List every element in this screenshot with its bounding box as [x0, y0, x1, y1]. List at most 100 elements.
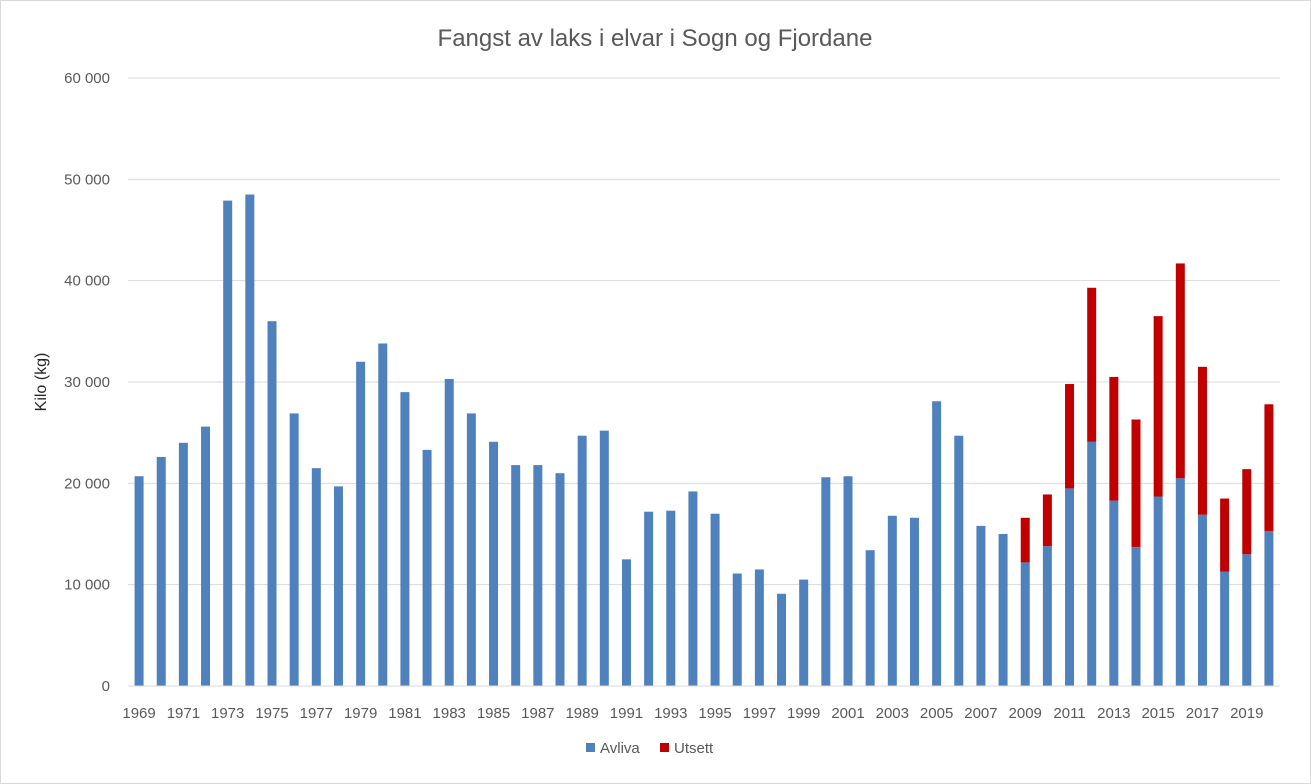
x-tick-label: 1971 — [167, 705, 200, 722]
bar-avliva-2019 — [1242, 554, 1252, 686]
bar-avliva-1970 — [156, 456, 166, 686]
bar-avliva-1975 — [267, 321, 277, 686]
bar-avliva-2013 — [1109, 500, 1119, 686]
x-tick-label: 1985 — [477, 705, 510, 722]
bar-avliva-2010 — [1042, 546, 1052, 686]
bar-avliva-2020 — [1264, 530, 1274, 686]
bar-avliva-2003 — [887, 515, 897, 686]
y-tick-label: 20 000 — [64, 475, 110, 492]
x-tick-label: 2017 — [1186, 705, 1219, 722]
bar-avliva-1985 — [489, 441, 499, 686]
bar-utsett-2013 — [1109, 376, 1119, 501]
y-tick-label: 0 — [102, 678, 110, 695]
bar-avliva-1991 — [621, 559, 631, 686]
bar-utsett-2010 — [1042, 494, 1052, 547]
x-tick-label: 1989 — [565, 705, 598, 722]
bar-utsett-2009 — [1020, 517, 1030, 563]
bar-utsett-2014 — [1131, 419, 1141, 548]
x-tick-label: 2005 — [920, 705, 953, 722]
bar-avliva-1999 — [799, 579, 809, 686]
bar-avliva-1978 — [333, 486, 343, 686]
bar-avliva-1982 — [422, 449, 432, 686]
y-axis-label: Kilo (kg) — [33, 353, 50, 412]
legend-label-utsett: Utsett — [674, 740, 714, 757]
bar-avliva-2011 — [1065, 488, 1075, 686]
x-tick-label: 1973 — [211, 705, 244, 722]
x-tick-label: 1969 — [122, 705, 155, 722]
x-tick-label: 2009 — [1009, 705, 1042, 722]
bar-avliva-2007 — [976, 525, 986, 686]
chart-title: Fangst av laks i elvar i Sogn og Fjordan… — [438, 25, 873, 52]
x-tick-label: 1981 — [388, 705, 421, 722]
x-tick-label: 1977 — [300, 705, 333, 722]
bar-avliva-2015 — [1153, 496, 1163, 686]
bar-avliva-1995 — [710, 513, 720, 686]
y-axis-tick-labels: 0 10 000 20 000 30 000 40 000 50 000 60 000 — [64, 70, 110, 695]
bar-utsett-2016 — [1175, 263, 1185, 479]
bar-avliva-2016 — [1175, 478, 1185, 686]
bar-utsett-2011 — [1065, 384, 1075, 489]
bar-avliva-2017 — [1197, 514, 1207, 686]
bar-avliva-2014 — [1131, 547, 1141, 686]
legend: Avliva Utsett — [586, 740, 714, 757]
bar-avliva-1980 — [378, 343, 388, 686]
bar-utsett-2012 — [1087, 287, 1097, 442]
bar-avliva-1998 — [777, 593, 787, 686]
bar-avliva-2005 — [932, 401, 942, 686]
x-tick-label: 1997 — [743, 705, 776, 722]
x-tick-label: 2015 — [1141, 705, 1174, 722]
bar-avliva-1987 — [533, 465, 543, 686]
x-tick-label: 2011 — [1053, 705, 1085, 722]
legend-swatch-utsett — [660, 743, 669, 752]
bar-avliva-1976 — [289, 413, 299, 686]
x-tick-label: 1979 — [344, 705, 377, 722]
bars — [134, 194, 1274, 687]
bar-avliva-1992 — [644, 511, 654, 686]
bar-avliva-1988 — [555, 473, 565, 686]
gridlines — [128, 77, 1280, 586]
bar-avliva-1983 — [444, 378, 454, 686]
bar-avliva-1989 — [577, 435, 587, 686]
y-tick-label: 30 000 — [64, 374, 110, 391]
bar-avliva-1996 — [732, 573, 742, 686]
x-tick-label: 1991 — [610, 705, 643, 722]
bar-avliva-2009 — [1020, 562, 1030, 686]
bar-avliva-2001 — [843, 476, 853, 686]
bar-avliva-1994 — [688, 491, 698, 686]
bar-avliva-1977 — [311, 468, 321, 686]
bar-avliva-2018 — [1220, 571, 1230, 686]
x-tick-label: 2001 — [831, 705, 864, 722]
bar-utsett-2018 — [1220, 498, 1230, 572]
bar-avliva-1972 — [201, 426, 211, 686]
y-tick-label: 50 000 — [64, 171, 110, 188]
bar-avliva-2006 — [954, 435, 964, 686]
bar-avliva-2004 — [909, 517, 919, 686]
x-tick-label: 1999 — [787, 705, 820, 722]
y-tick-label: 60 000 — [64, 70, 110, 87]
bar-utsett-2019 — [1242, 469, 1252, 555]
bar-avliva-1979 — [356, 361, 366, 686]
x-tick-label: 1975 — [255, 705, 288, 722]
bar-avliva-1974 — [245, 194, 255, 687]
bar-avliva-1997 — [754, 569, 764, 686]
x-tick-label: 1983 — [433, 705, 466, 722]
bar-utsett-2015 — [1153, 316, 1163, 497]
bar-avliva-1993 — [666, 510, 676, 686]
x-tick-label: 1995 — [698, 705, 731, 722]
y-tick-label: 10 000 — [64, 577, 110, 594]
bar-avliva-1984 — [466, 413, 476, 686]
bar-avliva-2008 — [998, 534, 1008, 686]
x-tick-label: 2013 — [1097, 705, 1130, 722]
x-tick-label: 2003 — [876, 705, 909, 722]
bar-avliva-1969 — [134, 476, 144, 686]
x-tick-label: 2007 — [964, 705, 997, 722]
legend-swatch-avliva — [586, 743, 595, 752]
x-tick-label: 2019 — [1230, 705, 1263, 722]
y-tick-label: 40 000 — [64, 273, 110, 290]
bar-avliva-1981 — [400, 392, 410, 686]
x-tick-label: 1987 — [521, 705, 554, 722]
bar-avliva-2012 — [1087, 441, 1097, 686]
legend-label-avliva: Avliva — [600, 740, 640, 757]
bar-utsett-2020 — [1264, 404, 1274, 531]
